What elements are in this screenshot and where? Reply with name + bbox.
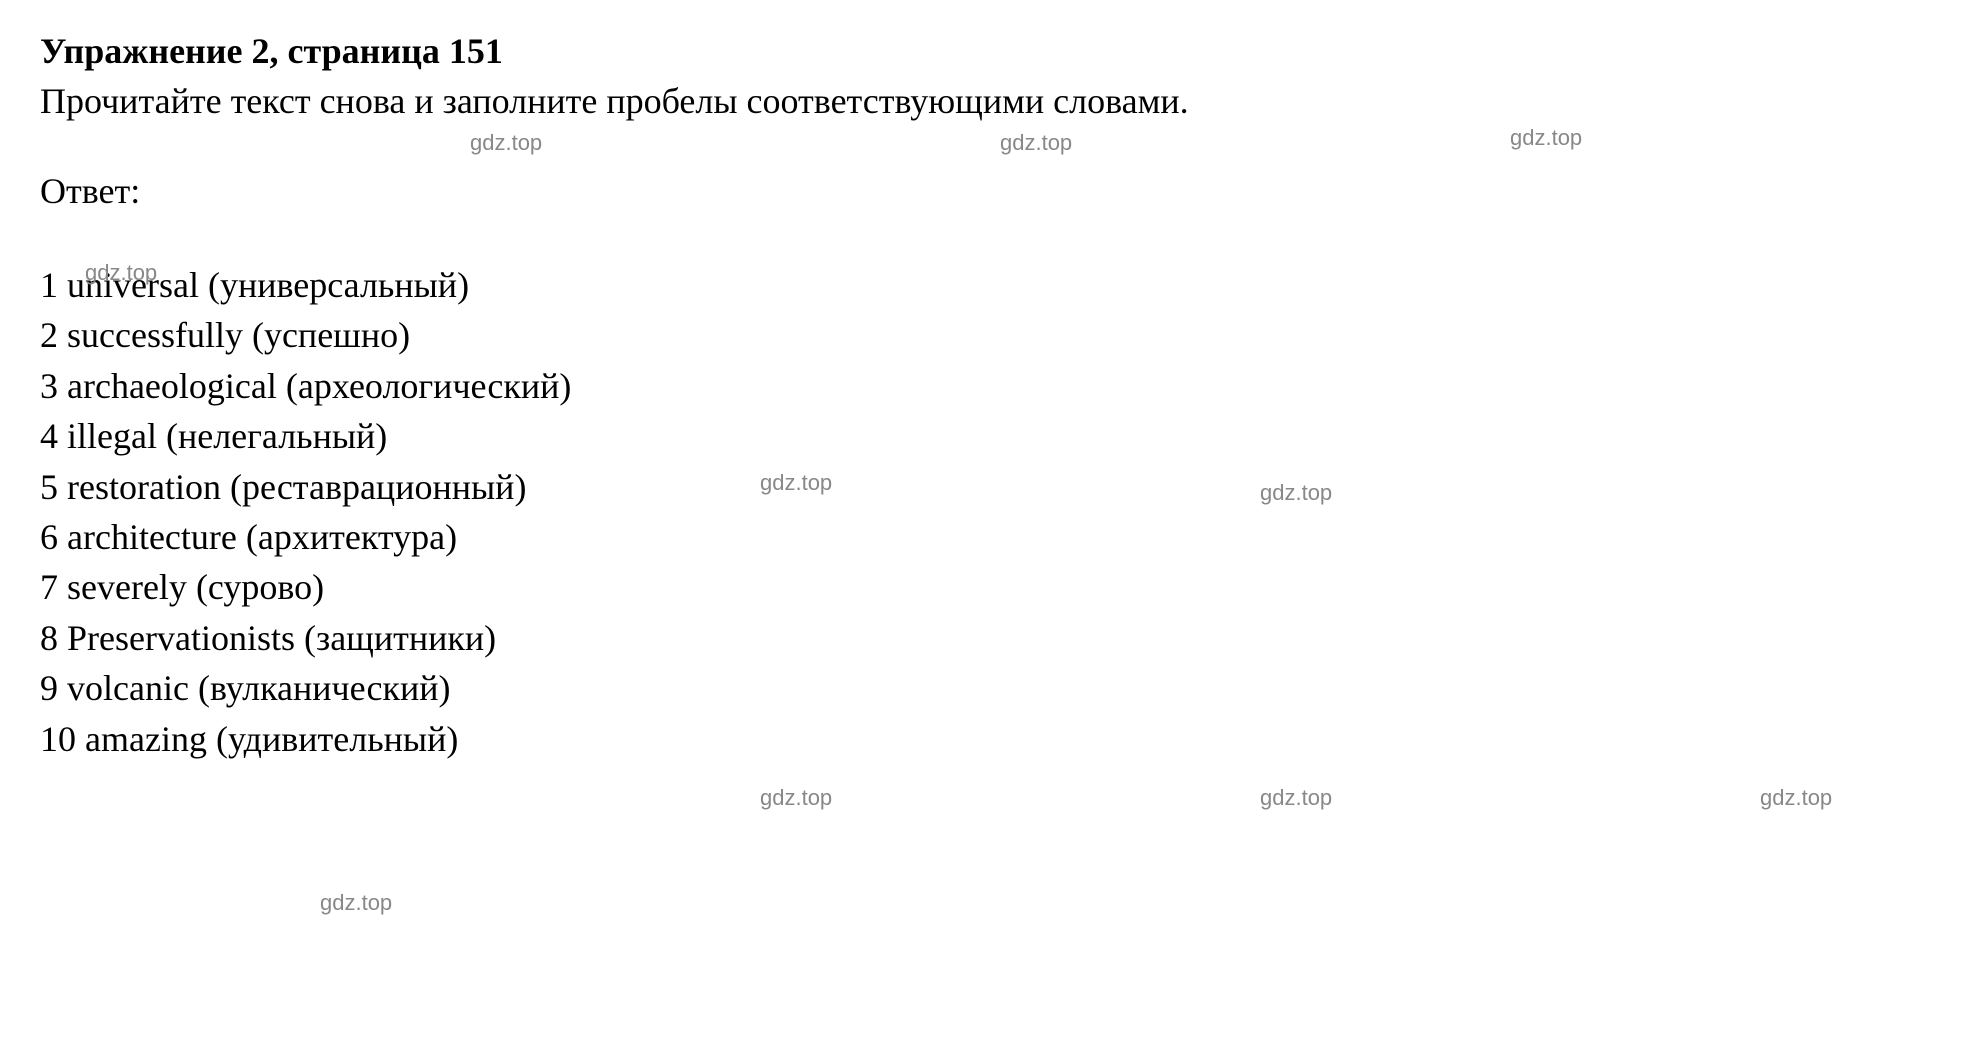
answer-label: Ответ:	[40, 170, 1933, 212]
item-number: 9	[40, 668, 58, 708]
item-russian: (успешно)	[252, 315, 410, 355]
item-english: successfully	[67, 315, 243, 355]
list-item: 9 volcanic (вулканический)	[40, 663, 1933, 713]
instruction-text: Прочитайте текст снова и заполните пробе…	[40, 80, 1933, 122]
list-item: 10 amazing (удивительный)	[40, 714, 1933, 764]
list-item: 1 universal (универсальный)	[40, 260, 1933, 310]
item-number: 8	[40, 618, 58, 658]
item-number: 3	[40, 366, 58, 406]
item-russian: (удивительный)	[216, 719, 458, 759]
list-item: 3 archaeological (археологический)	[40, 361, 1933, 411]
item-english: architecture	[67, 517, 237, 557]
item-english: severely	[67, 567, 187, 607]
watermark-text: gdz.top	[1510, 125, 1582, 151]
watermark-text: gdz.top	[1000, 130, 1072, 156]
item-number: 7	[40, 567, 58, 607]
watermark-text: gdz.top	[320, 890, 392, 916]
item-number: 4	[40, 416, 58, 456]
item-english: Preservationists	[67, 618, 295, 658]
watermark-text: gdz.top	[1760, 785, 1832, 811]
list-item: 2 successfully (успешно)	[40, 310, 1933, 360]
watermark-text: gdz.top	[760, 785, 832, 811]
item-english: archaeological	[67, 366, 277, 406]
item-number: 10	[40, 719, 76, 759]
item-russian: (универсальный)	[208, 265, 469, 305]
item-russian: (нелегальный)	[166, 416, 387, 456]
watermark-text: gdz.top	[1260, 785, 1332, 811]
list-item: 8 Preservationists (защитники)	[40, 613, 1933, 663]
item-number: 6	[40, 517, 58, 557]
item-number: 5	[40, 467, 58, 507]
item-number: 2	[40, 315, 58, 355]
watermark-text: gdz.top	[470, 130, 542, 156]
item-english: amazing	[85, 719, 207, 759]
item-english: universal	[67, 265, 199, 305]
item-english: volcanic	[67, 668, 189, 708]
list-item: 5 restoration (реставрационный)	[40, 462, 1933, 512]
item-russian: (археологический)	[286, 366, 572, 406]
item-russian: (сурово)	[196, 567, 324, 607]
item-russian: (защитники)	[304, 618, 496, 658]
item-russian: (реставрационный)	[230, 467, 526, 507]
item-english: restoration	[67, 467, 221, 507]
item-russian: (вулканический)	[198, 668, 451, 708]
item-number: 1	[40, 265, 58, 305]
answer-list: 1 universal (универсальный) 2 successful…	[40, 260, 1933, 764]
item-russian: (архитектура)	[246, 517, 457, 557]
list-item: 4 illegal (нелегальный)	[40, 411, 1933, 461]
exercise-title: Упражнение 2, страница 151	[40, 30, 1933, 72]
item-english: illegal	[67, 416, 157, 456]
list-item: 6 architecture (архитектура)	[40, 512, 1933, 562]
list-item: 7 severely (сурово)	[40, 562, 1933, 612]
